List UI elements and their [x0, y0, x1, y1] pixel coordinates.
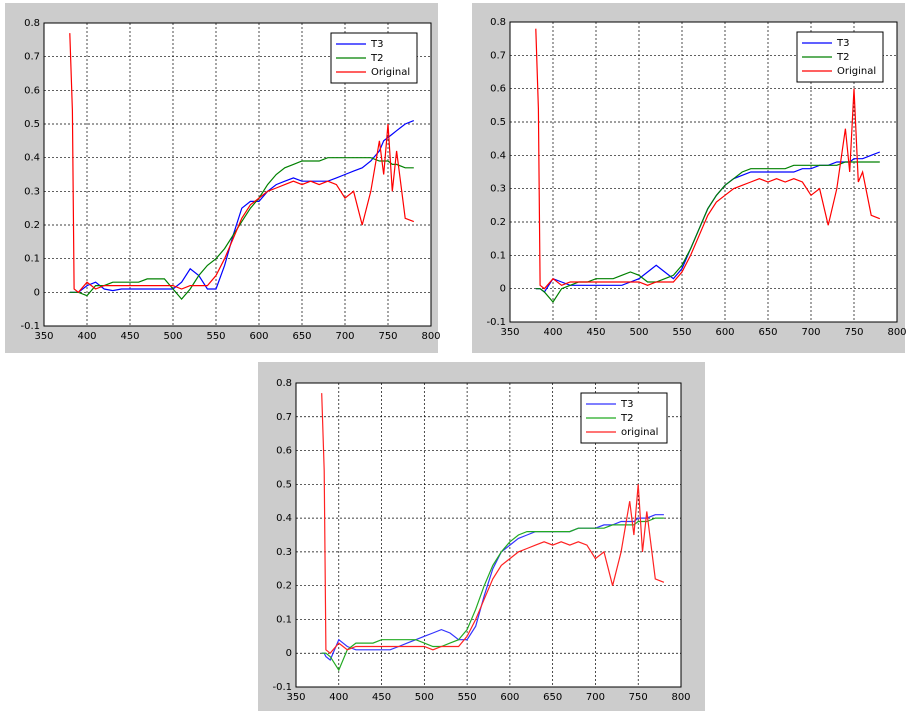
y-tick-label: 0.1 [24, 254, 40, 265]
x-tick-label: 500 [415, 692, 434, 703]
legend-label: T3 [620, 399, 633, 410]
plot-frame [43, 22, 432, 327]
y-tick-label: 0.6 [276, 446, 292, 457]
x-tick-label: 800 [671, 692, 690, 703]
x-tick-label: 350 [286, 692, 305, 703]
x-tick-label: 550 [206, 331, 225, 342]
x-tick-label: 600 [715, 327, 734, 338]
x-tick-label: 650 [758, 327, 777, 338]
y-tick-label: 0.3 [490, 184, 506, 195]
x-tick-label: 750 [629, 692, 648, 703]
y-tick-label: 0.7 [24, 52, 40, 63]
y-tick-label: 0.8 [24, 18, 40, 29]
x-tick-label: 750 [378, 331, 397, 342]
y-tick-label: -0.1 [20, 321, 40, 332]
legend-label: T2 [620, 413, 633, 424]
series-line [321, 517, 664, 672]
y-tick-label: 0.2 [276, 581, 292, 592]
x-tick-label: 400 [329, 692, 348, 703]
x-tick-label: 350 [34, 331, 53, 342]
legend-label: original [621, 427, 658, 438]
legend-label: T3 [370, 39, 383, 50]
x-tick-label: 550 [672, 327, 691, 338]
x-tick-label: 700 [586, 692, 605, 703]
x-tick-label: 700 [801, 327, 820, 338]
legend-label: T3 [836, 38, 849, 49]
plot-frame [295, 382, 682, 688]
x-tick-label: 650 [543, 692, 562, 703]
x-tick-label: 600 [249, 331, 268, 342]
y-tick-label: 0.5 [490, 117, 506, 128]
x-tick-label: 700 [335, 331, 354, 342]
x-tick-label: 650 [292, 331, 311, 342]
y-tick-label: 0.6 [24, 85, 40, 96]
x-tick-label: 450 [372, 692, 391, 703]
x-tick-label: 800 [421, 331, 440, 342]
y-tick-label: 0.7 [276, 412, 292, 423]
y-tick-label: 0.5 [24, 119, 40, 130]
y-tick-label: 0.2 [490, 217, 506, 228]
y-tick-label: 0.7 [490, 50, 506, 61]
chart: -0.1 0 0.1 0.2 0.3 0.4 0.5 0.6 0.7 0.8 350 400 450 50… [472, 3, 907, 353]
x-tick-label: 800 [887, 327, 906, 338]
chart: -0.1 0 0.1 0.2 0.3 0.4 0.5 0.6 0.7 0.8 350 400 450 50… [5, 3, 441, 353]
y-tick-label: 0.3 [24, 186, 40, 197]
plot-frame [509, 21, 898, 323]
y-tick-label: 0.2 [24, 220, 40, 231]
y-tick-label: -0.1 [272, 682, 292, 693]
y-tick-label: 0.1 [490, 250, 506, 261]
y-tick-label: 0.4 [490, 150, 506, 161]
x-tick-label: 450 [586, 327, 605, 338]
legend-label: Original [837, 66, 876, 77]
y-tick-label: 0.4 [276, 513, 292, 524]
series-line [535, 28, 881, 290]
y-tick-label: 0.4 [24, 153, 40, 164]
y-tick-label: 0.5 [276, 479, 292, 490]
x-tick-label: 450 [120, 331, 139, 342]
y-tick-label: 0.6 [490, 84, 506, 95]
x-tick-label: 600 [500, 692, 519, 703]
x-tick-label: 350 [500, 327, 519, 338]
series-line [321, 514, 664, 661]
x-tick-label: 400 [543, 327, 562, 338]
y-tick-label: 0 [34, 287, 40, 298]
y-tick-label: 0 [286, 648, 292, 659]
x-tick-label: 500 [629, 327, 648, 338]
chart: -0.1 0 0.1 0.2 0.3 0.4 0.5 0.6 0.7 0.8 350 400 450 50… [258, 362, 705, 711]
legend-label: T2 [370, 53, 383, 64]
y-tick-label: 0.8 [490, 17, 506, 28]
x-tick-label: 750 [844, 327, 863, 338]
y-tick-label: 0.3 [276, 547, 292, 558]
series-line [69, 33, 415, 294]
x-tick-label: 500 [163, 331, 182, 342]
y-tick-label: 0.8 [276, 378, 292, 389]
series-line [69, 157, 414, 301]
series-line [69, 120, 415, 293]
y-tick-label: -0.1 [486, 317, 506, 328]
y-tick-label: 0.1 [276, 614, 292, 625]
legend-label: T2 [836, 52, 849, 63]
x-tick-label: 400 [77, 331, 96, 342]
y-tick-label: 0 [500, 284, 506, 295]
series-line [321, 393, 665, 655]
x-tick-label: 550 [458, 692, 477, 703]
legend-label: Original [371, 67, 410, 78]
